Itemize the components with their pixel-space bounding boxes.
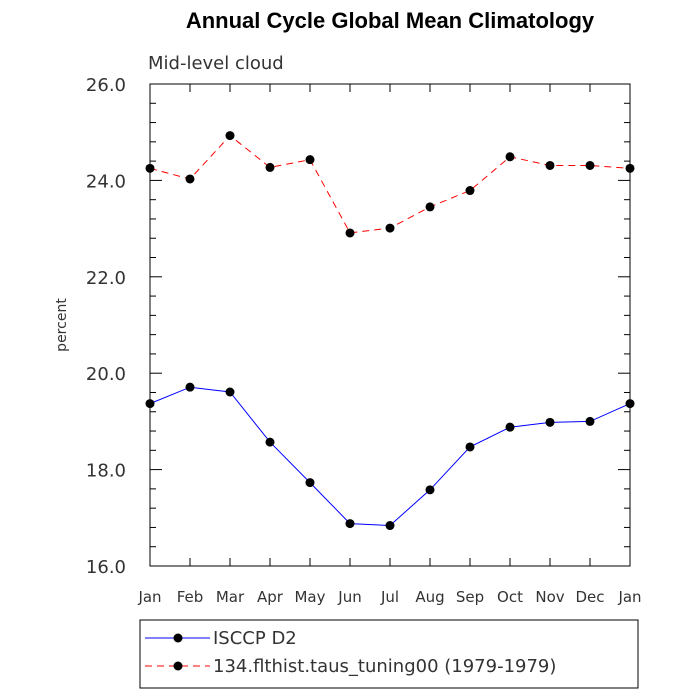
x-tick-label: Apr (257, 588, 284, 606)
x-tick-label: Jun (337, 588, 361, 606)
x-tick-label: Sep (456, 588, 484, 606)
x-tick-label: Aug (415, 588, 444, 606)
series-line-1 (149, 134, 631, 234)
data-point-s1-8 (465, 186, 475, 196)
data-point-s0-1 (185, 382, 195, 392)
y-tick-label: 18.0 (86, 461, 126, 482)
y-tick-label: 24.0 (86, 171, 126, 192)
data-point-s0-9 (505, 422, 515, 432)
y-tick-label: 22.0 (86, 268, 126, 289)
plot-frame (149, 83, 631, 567)
x-tick-label: Jul (380, 588, 399, 606)
x-tick-label: Jan (617, 588, 641, 606)
data-point-s1-4 (305, 155, 315, 165)
data-point-s1-2 (225, 131, 235, 141)
series-line-0 (149, 386, 631, 527)
x-tick-label: May (294, 588, 325, 606)
data-point-s1-7 (425, 202, 435, 212)
chart-subtitle: Mid-level cloud (148, 53, 284, 74)
data-point-s0-12 (625, 399, 635, 409)
x-tick-label: Feb (177, 588, 204, 606)
legend-label-isccp: ISCCP D2 (213, 628, 297, 649)
data-point-s0-7 (425, 485, 435, 495)
legend-label-model: 134.flthist.taus_tuning00 (1979-1979) (213, 656, 556, 677)
data-point-s1-10 (545, 160, 555, 170)
data-point-s0-11 (585, 416, 595, 426)
legend-box (139, 619, 639, 689)
data-point-s1-9 (505, 152, 515, 162)
data-point-s1-3 (265, 162, 275, 172)
legend-marker-model (173, 661, 183, 671)
data-point-s1-12 (625, 163, 635, 173)
data-point-s0-3 (265, 437, 275, 447)
data-point-s0-2 (225, 387, 235, 397)
y-tick-labels: 16.0 18.0 20.0 22.0 24.0 26.0 (86, 75, 126, 578)
x-tick-label: Mar (216, 588, 245, 606)
data-point-s0-10 (545, 417, 555, 427)
data-point-s1-1 (185, 174, 195, 184)
data-point-s0-4 (305, 478, 315, 488)
legend: ISCCP D2 134.flthist.taus_tuning00 (1979… (139, 619, 639, 689)
y-axis-label: percent (54, 298, 70, 352)
data-point-s1-6 (385, 223, 395, 233)
x-tick-label: Jan (137, 588, 161, 606)
y-tick-label: 20.0 (86, 364, 126, 385)
data-point-s0-0 (145, 399, 155, 409)
x-tick-label: Nov (535, 588, 564, 606)
data-point-s0-8 (465, 442, 475, 452)
y-tick-label: 26.0 (86, 75, 126, 96)
data-point-s0-6 (385, 521, 395, 531)
x-tick-labels: Jan Feb Mar Apr May Jun Jul Aug Sep Oct Nov Dec Jan (137, 588, 641, 606)
x-tick-label: Oct (497, 588, 523, 606)
data-point-s1-0 (145, 163, 155, 173)
series-layer (145, 131, 635, 531)
legend-marker-isccp (173, 633, 183, 643)
data-point-s0-5 (345, 519, 355, 529)
axis-ticks (149, 83, 631, 567)
x-tick-label: Dec (575, 588, 604, 606)
chart-title: Annual Cycle Global Mean Climatology (185, 8, 595, 33)
data-point-s1-5 (345, 228, 355, 238)
y-tick-label: 16.0 (86, 557, 126, 578)
data-point-s1-11 (585, 160, 595, 170)
